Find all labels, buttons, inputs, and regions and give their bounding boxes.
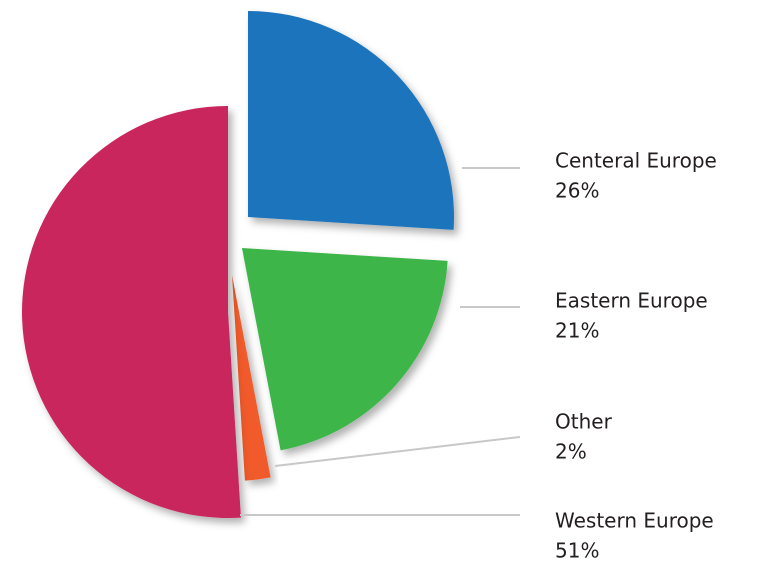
- slice-value-label: 51%: [555, 539, 599, 562]
- pie-slice: [242, 248, 448, 451]
- leader-line: [274, 436, 521, 467]
- pie-slice: [248, 11, 454, 230]
- slice-label: Western Europe: [555, 509, 714, 533]
- slice-value-label: 26%: [555, 179, 599, 203]
- slice-label: Centeral Europe: [555, 149, 717, 173]
- slice-label: Eastern Europe: [555, 289, 708, 313]
- slice-label: Other: [555, 410, 613, 434]
- slice-value-label: 21%: [555, 319, 599, 343]
- pie-slice: [232, 275, 271, 481]
- slice-value-label: 2%: [555, 440, 587, 464]
- pie-slice: [22, 106, 241, 518]
